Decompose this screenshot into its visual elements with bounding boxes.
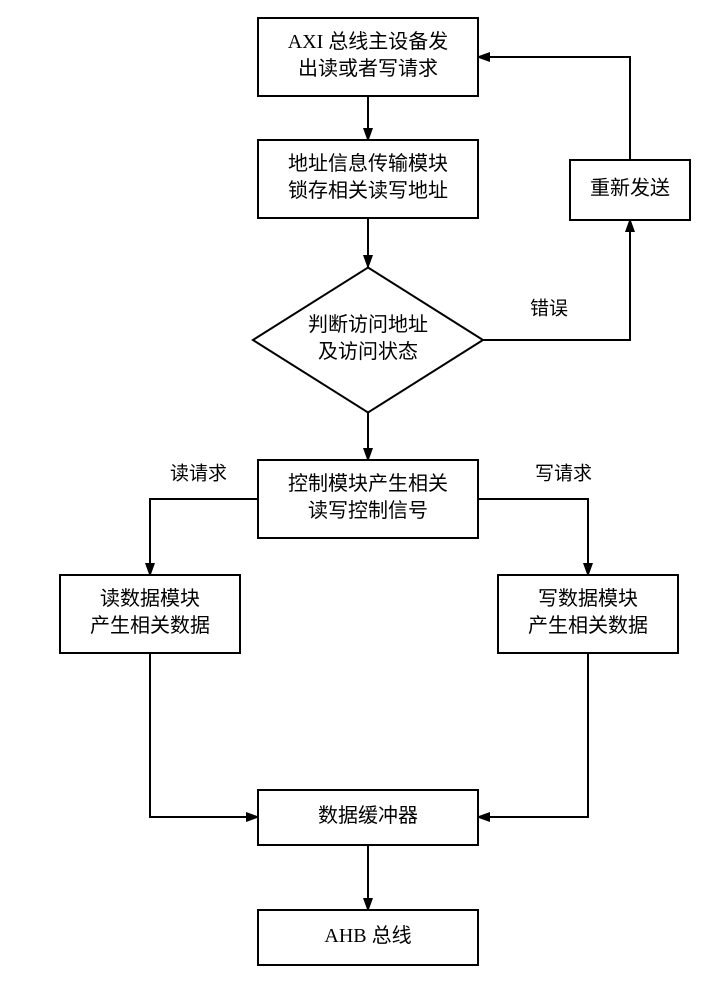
edge-n4-n6 <box>478 499 588 575</box>
edge-n9-n1 <box>478 57 630 160</box>
node-n9-line-0: 重新发送 <box>590 177 670 200</box>
node-n1-line-0: AXI 总线主设备发 <box>288 30 449 53</box>
edge-label-n4-n6: 写请求 <box>535 462 592 484</box>
node-n4 <box>258 460 478 538</box>
edge-label-n4-n5: 读请求 <box>170 462 227 484</box>
node-n5 <box>60 575 240 653</box>
edge-n3-n9 <box>483 220 630 340</box>
node-n3-line-1: 及访问状态 <box>318 340 418 363</box>
node-n1 <box>258 18 478 96</box>
node-n4-line-1: 读写控制信号 <box>308 499 428 522</box>
node-n1-line-1: 出读或者写请求 <box>298 57 438 80</box>
edge-label-n3-n9: 错误 <box>530 297 568 319</box>
node-n8-line-0: AHB 总线 <box>324 924 411 947</box>
node-n2-line-1: 锁存相关读写地址 <box>288 179 448 202</box>
node-n7-line-0: 数据缓冲器 <box>318 804 418 827</box>
node-n5-line-1: 产生相关数据 <box>90 614 210 637</box>
node-n5-line-0: 读数据模块 <box>100 587 200 610</box>
edge-n6-n7 <box>478 653 588 817</box>
edge-n4-n5 <box>150 499 258 575</box>
node-n6-line-0: 写数据模块 <box>538 587 638 610</box>
node-n4-line-0: 控制模块产生相关 <box>288 472 448 495</box>
node-n6 <box>498 575 678 653</box>
node-n6-line-1: 产生相关数据 <box>528 614 648 637</box>
node-n3-line-0: 判断访问地址 <box>308 313 428 336</box>
node-n3 <box>253 268 483 413</box>
edge-n5-n7 <box>150 653 258 817</box>
node-n2-line-0: 地址信息传输模块 <box>288 152 448 175</box>
node-n2 <box>258 140 478 218</box>
